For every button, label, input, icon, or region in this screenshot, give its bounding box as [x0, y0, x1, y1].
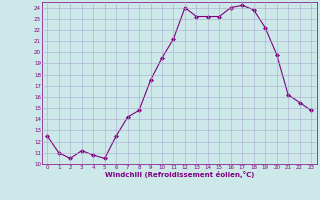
X-axis label: Windchill (Refroidissement éolien,°C): Windchill (Refroidissement éolien,°C): [105, 171, 254, 178]
